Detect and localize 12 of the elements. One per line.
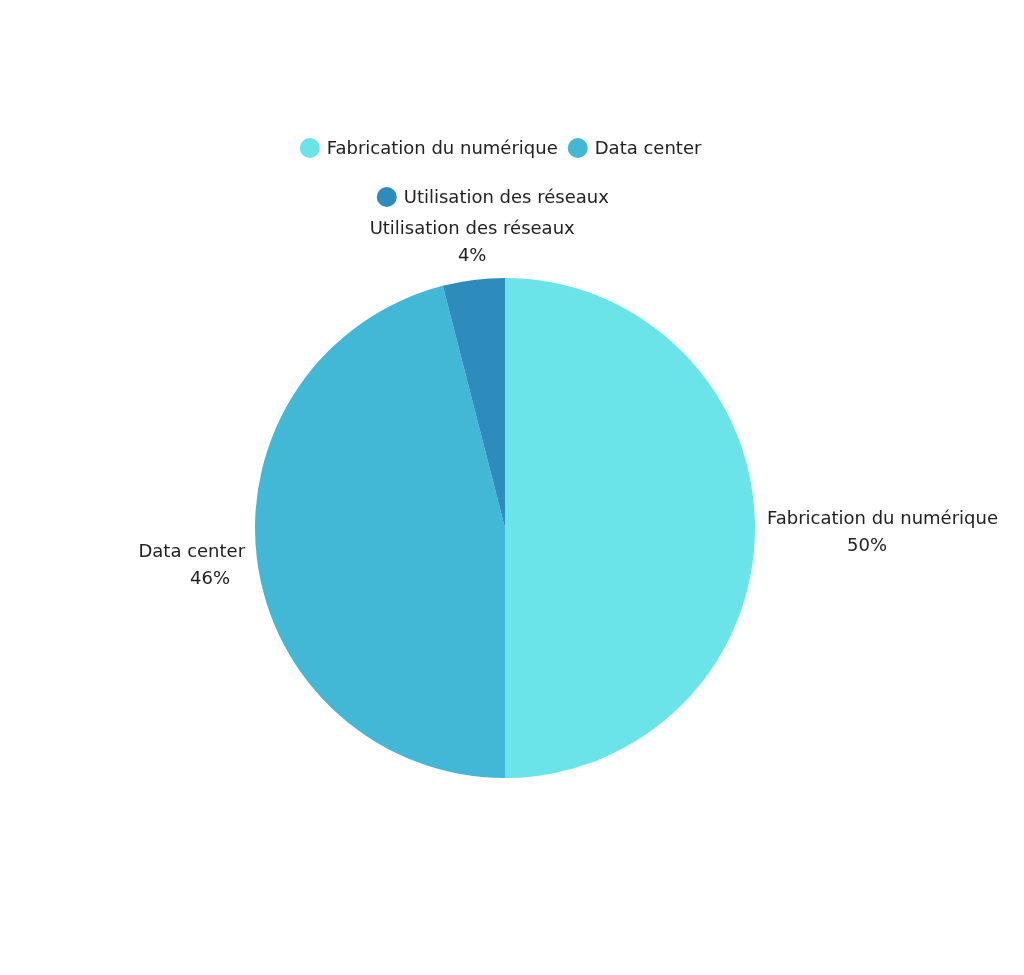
data-label: 4% <box>457 244 487 266</box>
legend-label: Fabrication du numérique <box>326 137 558 159</box>
data-label: 50% <box>846 534 888 556</box>
legend-label: Utilisation des réseaux <box>403 186 610 208</box>
slice-label: Utilisation des réseaux <box>369 217 576 239</box>
pie-slice <box>442 278 505 528</box>
data-label: 46% <box>190 567 231 589</box>
slice-label: Data center <box>138 540 246 562</box>
slice-label: Fabrication du numérique <box>767 507 998 529</box>
legend-label: Data center <box>594 137 702 159</box>
pie-slice <box>255 285 505 778</box>
pie-slice <box>505 278 755 778</box>
